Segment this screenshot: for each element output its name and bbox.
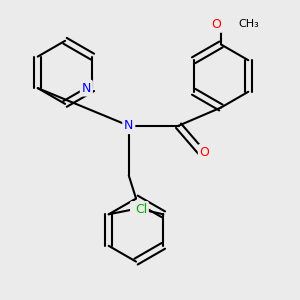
Text: CH₃: CH₃ xyxy=(238,20,259,29)
Text: O: O xyxy=(200,146,209,159)
Text: F: F xyxy=(132,203,139,216)
Text: O: O xyxy=(211,18,221,31)
Text: Cl: Cl xyxy=(135,203,147,216)
Text: N: N xyxy=(124,119,134,132)
Text: N: N xyxy=(82,82,91,94)
